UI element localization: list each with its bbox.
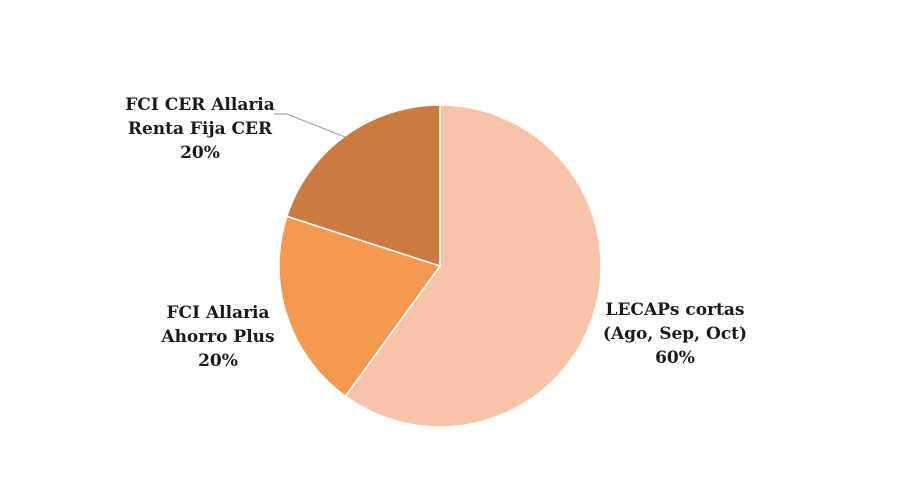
slice-label-3: FCI CER Allaria Renta Fija CER 20% — [125, 95, 275, 163]
slice-label-2-line-3: 20% — [198, 351, 238, 371]
slice-label-2-line-1: FCI Allaria — [166, 303, 269, 323]
pie-slice-3 — [285, 104, 441, 268]
slice-label-2: FCI Allaria Ahorro Plus 20% — [160, 303, 274, 371]
slice-label-3-line-2: Renta Fija CER — [128, 119, 273, 139]
leader-line-3 — [274, 113, 346, 138]
slice-label-1-line-3: 60% — [655, 348, 695, 368]
slice-label-3-line-3: 20% — [180, 143, 220, 163]
slice-label-1-line-1: LECAPs cortas — [606, 300, 745, 320]
slice-label-2-line-2: Ahorro Plus — [160, 327, 274, 347]
slice-label-1-line-2: (Ago, Sep, Oct) — [603, 324, 747, 344]
pie-slice-2 — [278, 215, 442, 398]
pie-slice-1 — [344, 104, 602, 428]
slice-label-3-line-1: FCI CER Allaria — [125, 95, 275, 115]
slice-label-1: LECAPs cortas (Ago, Sep, Oct) 60% — [603, 300, 747, 368]
